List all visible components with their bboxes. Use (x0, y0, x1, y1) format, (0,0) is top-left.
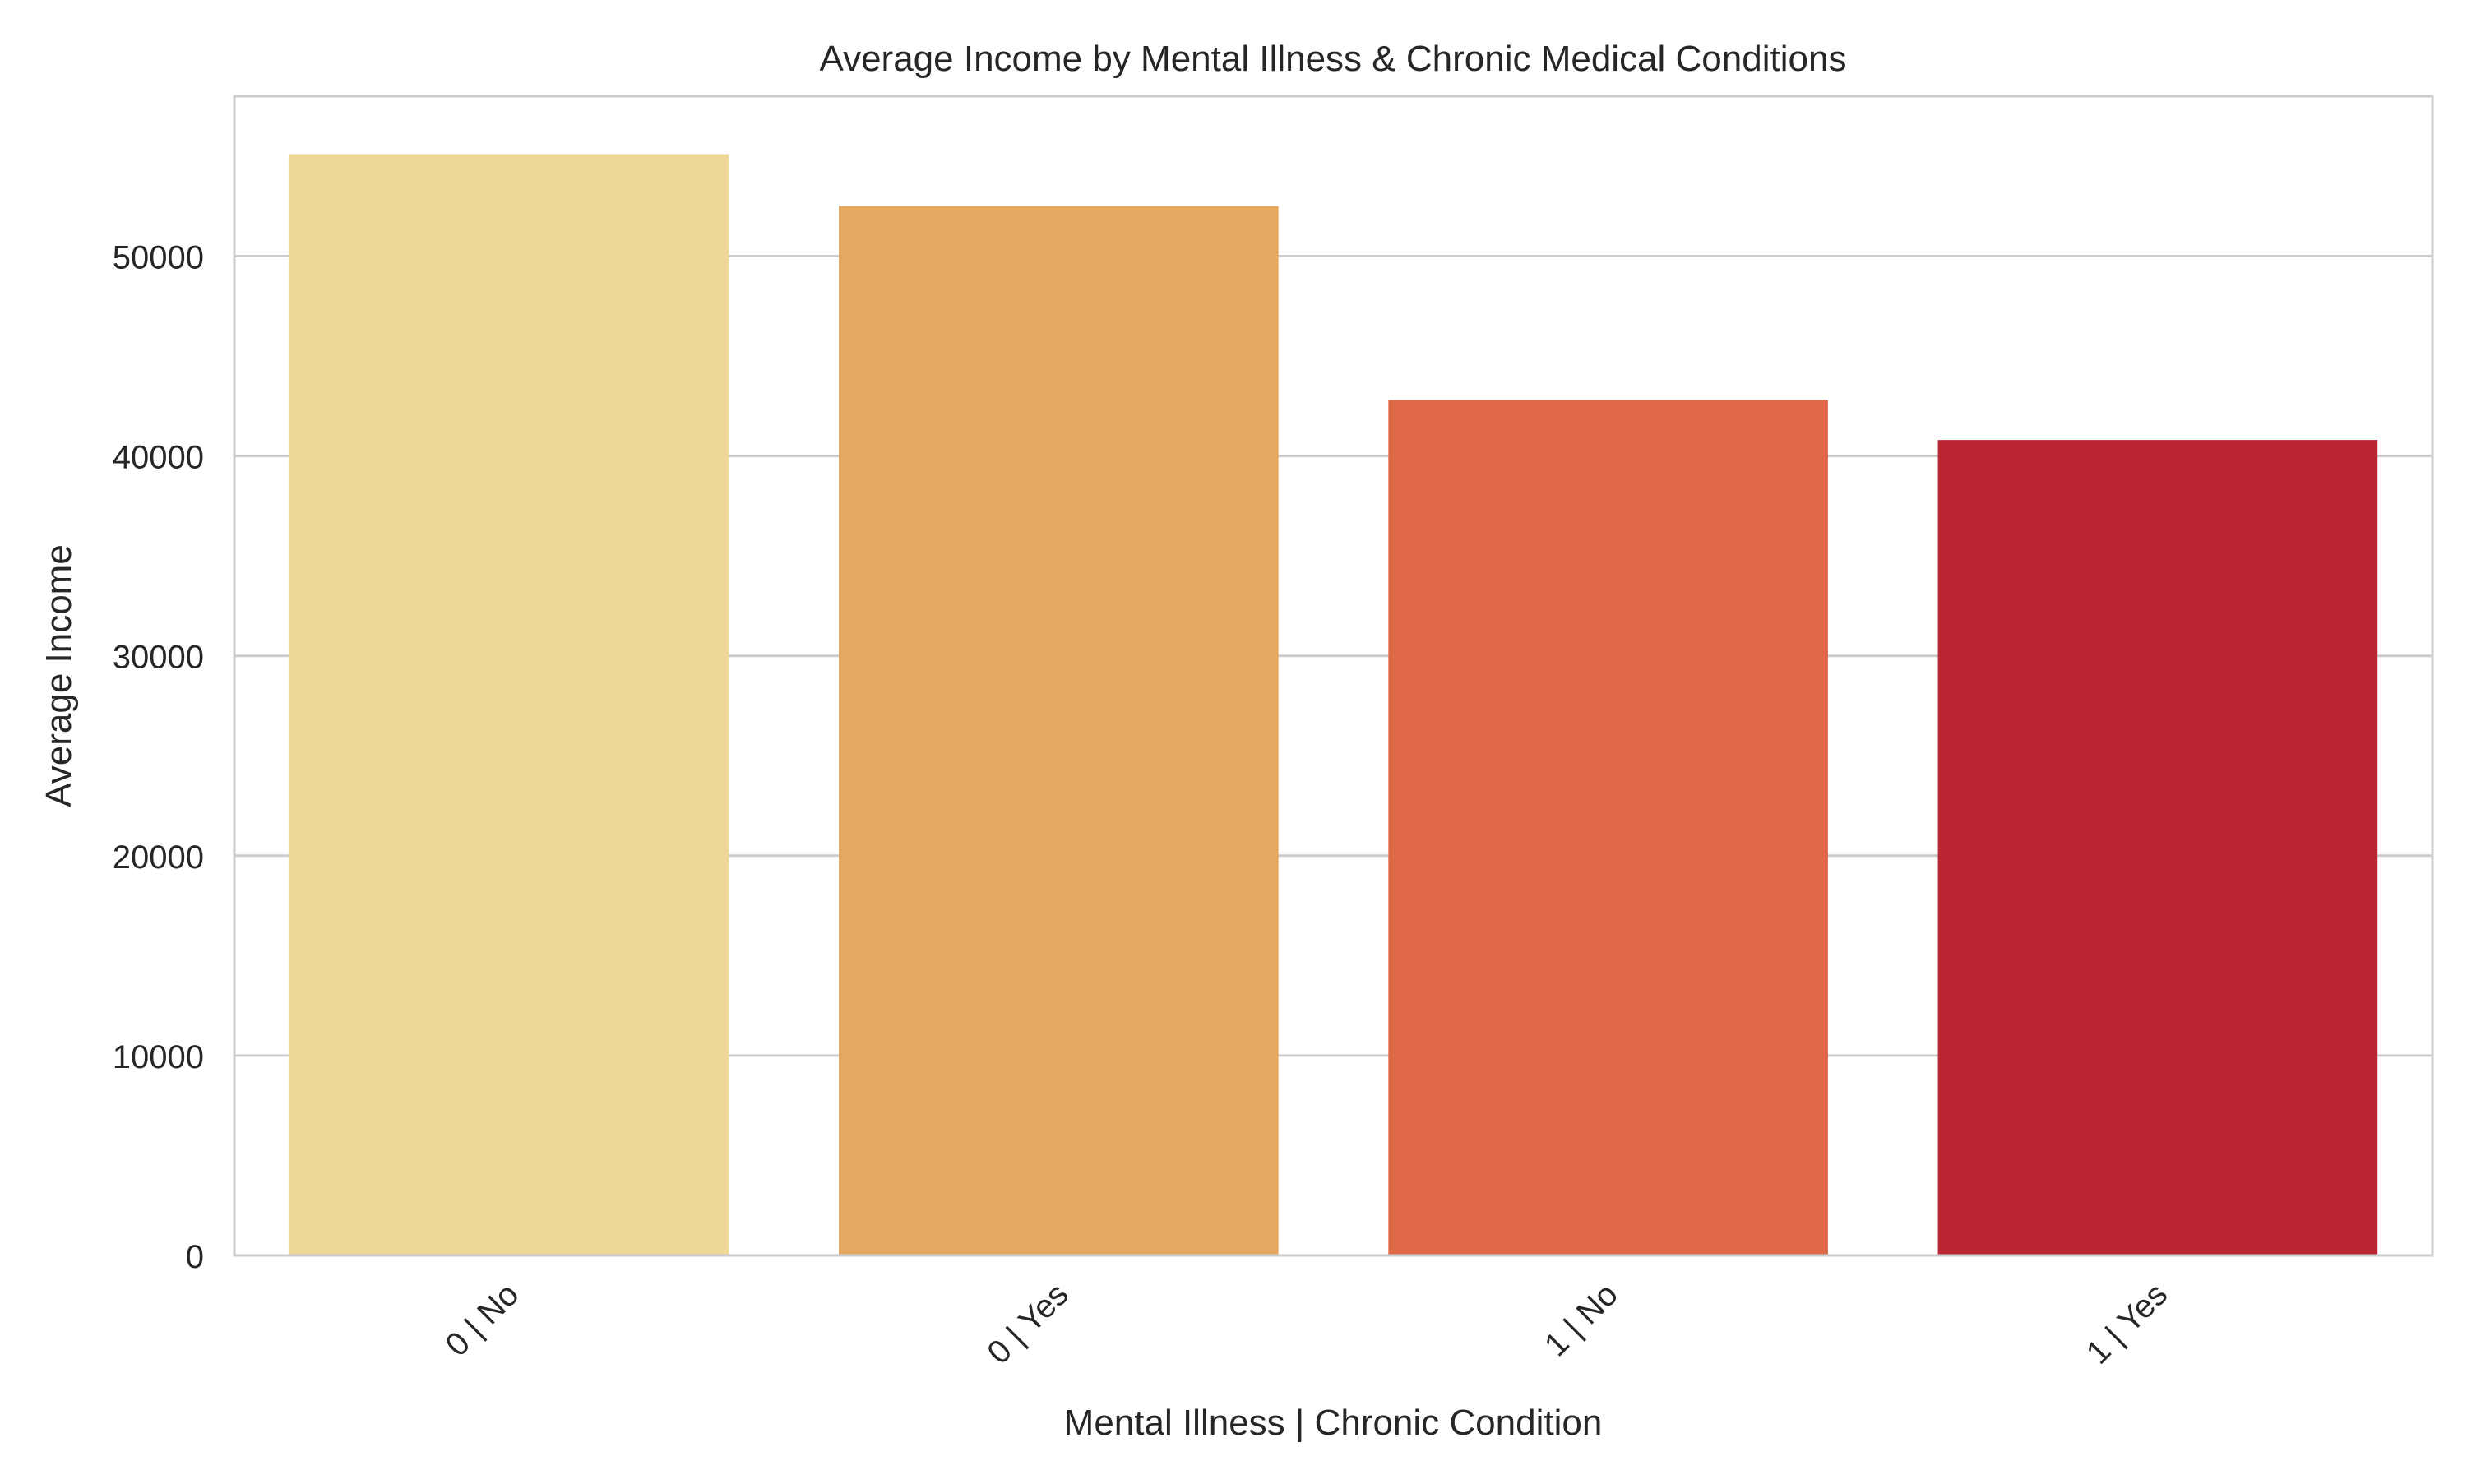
bars (289, 154, 2378, 1256)
bar (839, 206, 1279, 1255)
plot-frame (233, 95, 2434, 1257)
chart-title: Average Income by Mental Illness & Chron… (820, 39, 1847, 79)
y-tick-label: 40000 (113, 440, 204, 476)
y-tick-label: 20000 (113, 839, 204, 876)
bar (1937, 440, 2378, 1255)
y-tick-label: 0 (186, 1239, 204, 1275)
y-tick-label: 50000 (113, 239, 204, 275)
bar (1388, 400, 1828, 1256)
y-tick-label: 30000 (113, 640, 204, 676)
x-axis-label: Mental Illness | Chronic Condition (1064, 1403, 1603, 1443)
y-tick-label: 10000 (113, 1039, 204, 1075)
y-axis-label: Average Income (39, 544, 79, 807)
y-tick-labels: 0 10000 20000 30000 40000 50000 (113, 239, 204, 1275)
bar (289, 154, 729, 1255)
